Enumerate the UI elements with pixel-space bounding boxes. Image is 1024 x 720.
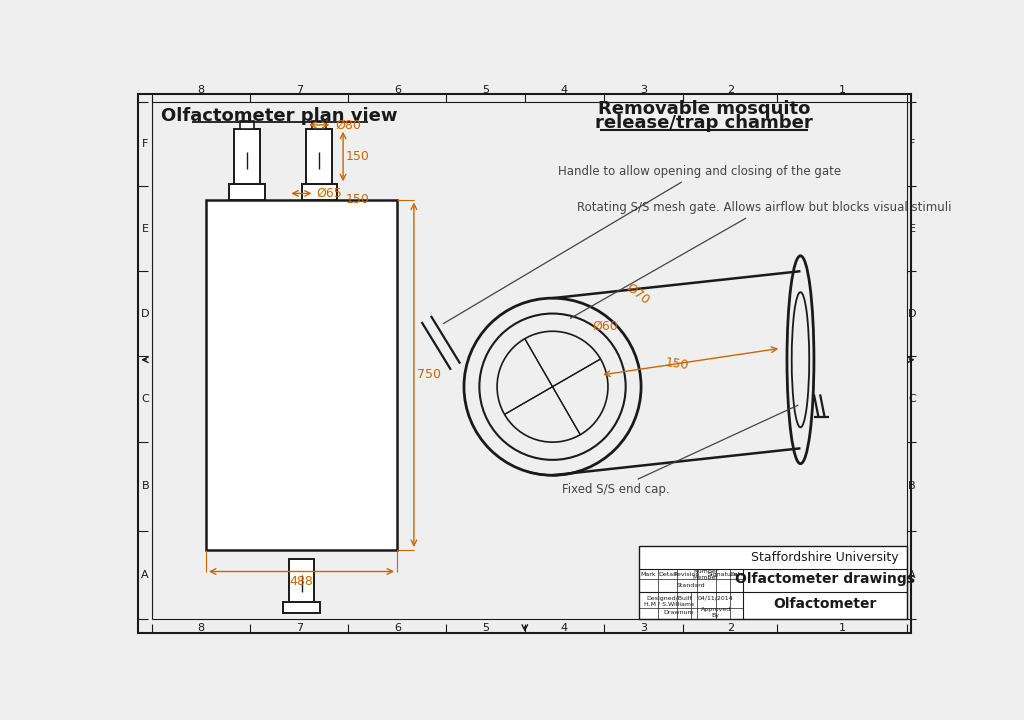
- Text: Ø80: Ø80: [336, 118, 361, 131]
- Text: Ø65: Ø65: [316, 187, 342, 200]
- Bar: [306, 129, 333, 184]
- Text: F: F: [909, 139, 915, 149]
- Text: 150: 150: [665, 356, 690, 372]
- Text: Number
Member: Number Member: [693, 570, 719, 580]
- Text: 488: 488: [290, 575, 313, 588]
- Text: Date: Date: [729, 572, 744, 577]
- Text: Signature: Signature: [708, 572, 738, 577]
- Text: 04/11/2014: 04/11/2014: [698, 596, 733, 601]
- Bar: [233, 129, 260, 184]
- Text: 4: 4: [561, 85, 568, 95]
- Text: Rotating S/S mesh gate. Allows airflow but blocks visual stimuli: Rotating S/S mesh gate. Allows airflow b…: [570, 201, 951, 318]
- Text: Revision: Revision: [674, 572, 699, 577]
- Text: 3: 3: [640, 623, 647, 633]
- Bar: [301, 184, 337, 199]
- Text: D: D: [908, 309, 916, 318]
- Text: C: C: [908, 394, 916, 404]
- Text: 6: 6: [394, 85, 400, 95]
- Text: Fixed S/S end cap.: Fixed S/S end cap.: [562, 405, 798, 496]
- Text: 4: 4: [561, 623, 568, 633]
- Text: 150: 150: [346, 150, 370, 163]
- Text: 8: 8: [198, 623, 205, 633]
- Text: 2: 2: [727, 85, 734, 95]
- Text: C: C: [141, 394, 150, 404]
- Text: 150: 150: [346, 193, 370, 206]
- Text: 6: 6: [394, 623, 400, 633]
- Bar: [283, 603, 319, 613]
- Bar: [229, 184, 264, 199]
- Text: Designed/Built: Designed/Built: [646, 596, 692, 601]
- Text: 1: 1: [839, 85, 846, 95]
- Text: B: B: [141, 482, 150, 492]
- Text: Drawnum: Drawnum: [664, 610, 694, 615]
- Text: Mark: Mark: [640, 572, 655, 577]
- Text: 5: 5: [482, 623, 489, 633]
- Text: A: A: [908, 570, 915, 580]
- Text: B: B: [908, 482, 915, 492]
- Text: 3: 3: [640, 85, 647, 95]
- Bar: [312, 121, 326, 129]
- Text: E: E: [908, 224, 915, 234]
- Text: Olfactometer drawings: Olfactometer drawings: [734, 572, 914, 586]
- Text: D: D: [141, 309, 150, 318]
- Text: Handle to allow opening and closing of the gate: Handle to allow opening and closing of t…: [443, 165, 841, 324]
- Text: 1: 1: [839, 623, 846, 633]
- Text: Ø60: Ø60: [593, 320, 618, 333]
- Bar: [289, 559, 313, 604]
- Text: Olfactometer plan view: Olfactometer plan view: [161, 107, 397, 125]
- Text: 7: 7: [296, 623, 303, 633]
- Text: release/trap chamber: release/trap chamber: [595, 114, 813, 132]
- Text: F: F: [142, 139, 148, 149]
- Text: Approved
By: Approved By: [700, 607, 731, 618]
- Text: 750: 750: [417, 368, 441, 382]
- Text: Staffordshire University: Staffordshire University: [751, 551, 898, 564]
- Text: H.M / S.Williams: H.M / S.Williams: [644, 601, 694, 606]
- Text: 7: 7: [296, 85, 303, 95]
- Text: Removable mosquito: Removable mosquito: [598, 101, 810, 119]
- Text: Olfactometer: Olfactometer: [773, 597, 877, 611]
- Bar: [240, 121, 254, 129]
- Text: Detail: Detail: [658, 572, 677, 577]
- Text: Standard: Standard: [677, 583, 706, 588]
- Text: E: E: [141, 224, 148, 234]
- Text: 8: 8: [198, 85, 205, 95]
- Text: 5: 5: [482, 85, 489, 95]
- Text: A: A: [141, 570, 150, 580]
- Bar: [639, 546, 906, 619]
- Bar: [206, 199, 397, 550]
- Text: 2: 2: [727, 623, 734, 633]
- Text: Ø70: Ø70: [624, 282, 651, 307]
